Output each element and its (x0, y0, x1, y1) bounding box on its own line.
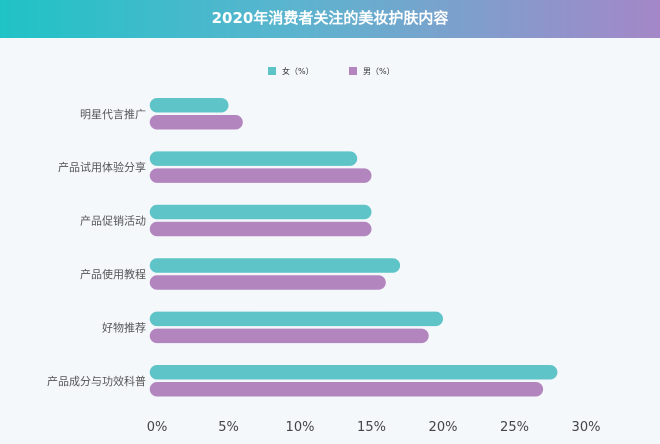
bar (149, 365, 558, 380)
legend-swatch (268, 67, 276, 75)
x-tick-label: 0% (147, 420, 168, 435)
bar (149, 382, 544, 397)
x-tick-label: 30% (572, 420, 601, 435)
chart-title: 2020年消费者关注的美妆护肤内容 (211, 9, 449, 27)
category-label: 产品试用体验分享 (58, 160, 146, 174)
bar-chart: 女（%） 男（%） 明星代言推广产品试用体验分享产品促销活动产品使用教程好物推荐产品… (47, 66, 601, 435)
legend-label: 女（%） (282, 66, 314, 76)
category-label: 好物推荐 (102, 320, 146, 334)
bar (149, 221, 372, 237)
x-tick-label: 5% (218, 420, 239, 435)
bar (149, 98, 229, 113)
bar (149, 328, 429, 344)
bar (149, 311, 443, 327)
x-tick-label: 20% (429, 420, 458, 435)
bar (149, 115, 243, 130)
x-tick-label: 25% (500, 420, 529, 435)
x-tick-label: 10% (286, 420, 315, 435)
legend-label: 男（%） (363, 67, 395, 76)
bar (149, 151, 358, 166)
bar (149, 275, 386, 290)
category-label: 产品成分与功效科普 (47, 374, 146, 388)
x-tick-label: 15% (357, 420, 386, 435)
category-label: 产品使用教程 (80, 267, 146, 281)
bar (149, 258, 401, 273)
chart-header: 2020年消费者关注的美妆护肤内容 (0, 0, 660, 38)
bar (149, 204, 372, 220)
category-label: 明星代言推广 (80, 107, 146, 121)
bar (149, 168, 372, 183)
category-label: 产品促销活动 (80, 214, 146, 228)
legend-swatch (349, 67, 357, 75)
